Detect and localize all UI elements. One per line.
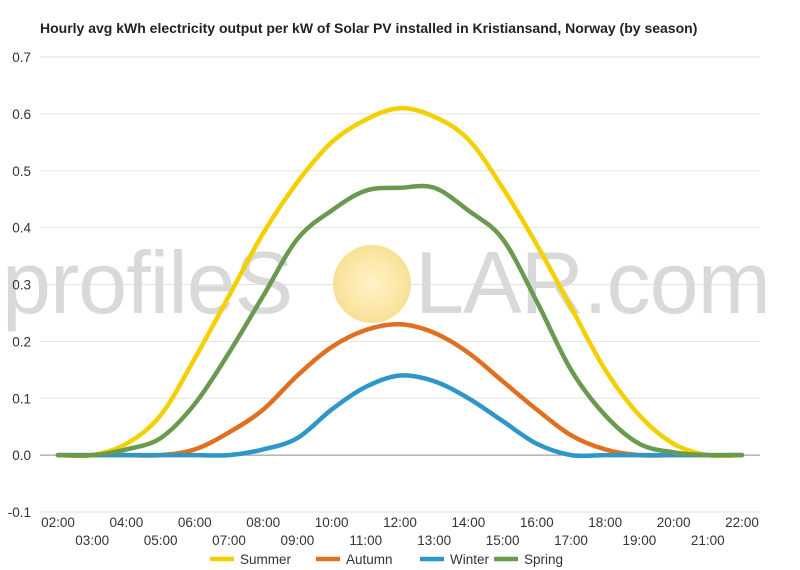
legend: Summer Autumn Winter Spring [210,552,563,567]
series-line-spring [55,183,745,458]
legend-label-autumn: Autumn [346,552,393,567]
x-tick-label: 16:00 [520,515,554,530]
series-line-summer [55,105,745,459]
y-tick-label: 0.7 [12,50,31,65]
series-lines [55,105,745,459]
y-tick-label: 0.0 [12,448,31,463]
watermark-logo: profileS LAR.com [2,233,771,332]
x-tick-label: 13:00 [417,533,451,548]
watermark-text-left: profileS [2,233,292,332]
legend-label-summer: Summer [240,552,292,567]
y-tick-label: -0.1 [8,505,31,520]
x-tick-label: 07:00 [212,533,246,548]
x-tick-label: 06:00 [178,515,212,530]
x-tick-label: 09:00 [281,533,315,548]
x-tick-label: 20:00 [657,515,691,530]
watermark-text-right: LAR.com [415,233,770,332]
x-tick-label: 04:00 [110,515,144,530]
x-tick-label: 19:00 [623,533,657,548]
x-tick-label: 05:00 [144,533,178,548]
sun-logo-icon [333,245,411,323]
x-tick-label: 21:00 [691,533,725,548]
y-tick-label: 0.2 [12,334,31,349]
series-line-winter [55,373,745,459]
x-tick-label: 11:00 [349,533,382,548]
x-tick-label: 14:00 [452,515,486,530]
legend-label-spring: Spring [524,552,563,567]
legend-label-winter: Winter [450,552,490,567]
x-tick-label: 02:00 [41,515,75,530]
x-tick-label: 03:00 [75,533,109,548]
x-tick-label: 17:00 [554,533,588,548]
y-tick-label: 0.1 [12,391,31,406]
x-tick-label: 08:00 [246,515,280,530]
x-tick-label: 18:00 [588,515,622,530]
y-tick-label: 0.4 [12,221,31,236]
y-axis: 0.7 0.6 0.5 0.4 0.3 0.2 0.1 0.0 -0.1 [8,50,32,520]
y-tick-label: 0.3 [12,278,31,293]
x-tick-label: 10:00 [315,515,349,530]
x-tick-label: 22:00 [725,515,759,530]
x-axis: 02:0003:0004:0005:0006:0007:0008:0009:00… [41,515,759,548]
y-tick-label: 0.6 [12,107,31,122]
chart-title: Hourly avg kWh electricity output per kW… [40,20,697,36]
x-tick-label: 15:00 [486,533,520,548]
x-tick-label: 12:00 [383,515,417,530]
y-tick-label: 0.5 [12,164,31,179]
